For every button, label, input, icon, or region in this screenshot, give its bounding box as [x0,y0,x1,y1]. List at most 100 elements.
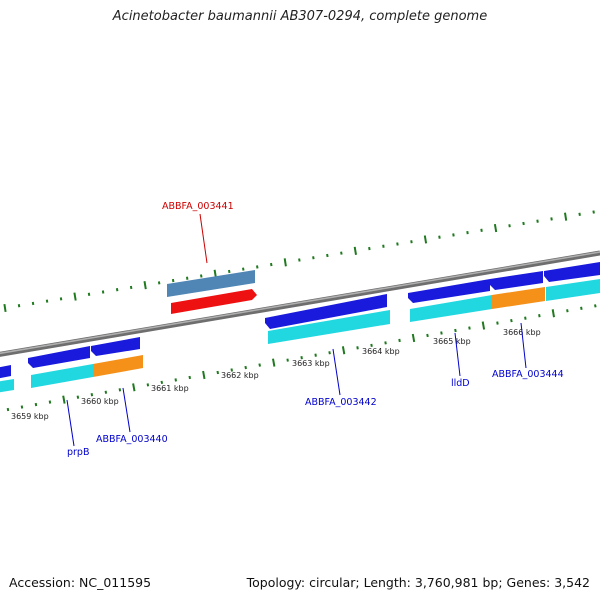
minor-tick [188,375,191,380]
major-tick [423,235,428,244]
minor-tick [454,328,457,333]
minor-tick [410,240,413,244]
minor-tick [48,400,52,404]
cds-arrow-ABBFA_003442 [265,294,387,329]
gene-label-ABBFA_003442[interactable]: ABBFA_003442 [305,397,377,408]
minor-tick [452,233,455,237]
minor-tick [31,301,35,306]
minor-tick [524,316,527,320]
minor-tick [522,221,525,226]
gene-label-prpB[interactable]: prpB [67,447,89,458]
features [0,262,600,393]
tick-label: 3659 kbp [11,412,49,421]
minor-tick [34,402,38,407]
orange-feature-ABBFA_003440 [93,355,143,377]
leader-line-ABBFA_003441 [199,213,208,264]
minor-tick [340,251,343,255]
minor-tick [104,390,108,394]
minor-tick [438,235,441,239]
minor-tick [328,351,331,355]
minor-tick [480,228,483,232]
tick-label: 3661 kbp [151,384,189,393]
gene-bar [546,279,600,301]
gene-label-ABBFA_003444[interactable]: ABBFA_003444 [492,369,564,380]
minor-tick [508,224,511,228]
tick-label: 3664 kbp [362,347,400,356]
major-tick [62,395,66,404]
gene-bar-ABBFA_003441 [167,270,255,297]
minor-tick [496,321,499,325]
cds-arrow [0,365,11,379]
inner-tick-ring [6,304,597,412]
major-tick [202,370,206,380]
leader-line-ABBFA_003444 [520,322,527,369]
gene-label-ABBFA_003441[interactable]: ABBFA_003441 [162,201,234,212]
gene-label-ABBFA_003440[interactable]: ABBFA_003440 [96,434,168,445]
minor-tick [578,212,581,216]
minor-tick [228,269,231,274]
tick-label: 3660 kbp [81,397,119,406]
minor-tick [6,407,10,412]
minor-tick [398,338,401,343]
minor-tick [174,378,177,382]
minor-tick [244,365,247,370]
minor-tick [510,318,513,323]
minor-tick [242,267,245,271]
minor-tick [76,395,80,399]
cds-arrow-lldD [408,279,490,303]
gene-bar-prpB [31,364,93,388]
major-tick [132,383,136,392]
minor-tick [314,353,317,357]
leader-line-ABBFA_003440 [122,387,131,433]
minor-tick [396,242,399,246]
genome-summary-text: Topology: circular; Length: 3,760,981 bp… [246,575,590,590]
minor-tick [298,258,301,262]
minor-tick [326,253,329,258]
major-tick [73,292,77,301]
minor-tick [146,383,150,387]
map-title: Acinetobacter baumannii AB307-0294, comp… [112,9,488,24]
leader-line-ABBFA_003442 [332,348,341,396]
gene-bar-ABBFA_003442 [268,310,390,344]
minor-tick [115,288,119,292]
major-tick [353,246,357,255]
minor-tick [157,281,161,285]
leader-line-prpB [66,399,75,447]
minor-tick [90,393,94,397]
outer-tick-ring [3,210,595,313]
cds-arrow [544,262,600,282]
orange-feature-ABBFA_003444 [492,287,545,309]
major-tick [551,309,555,318]
major-tick [3,303,7,313]
cds-arrow-ABBFA_003441 [171,289,257,314]
minor-tick [270,262,273,267]
minor-tick [20,405,24,409]
minor-tick [230,368,233,372]
minor-tick [592,210,595,214]
major-tick [143,281,147,290]
accession-text: Accession: NC_011595 [9,575,152,590]
tick-label: 3662 kbp [221,371,259,380]
minor-tick [118,388,122,392]
minor-tick [312,256,315,260]
minor-tick [258,363,261,367]
minor-tick [384,341,387,345]
minor-tick [129,285,133,290]
gene-label-lldD[interactable]: lldD [451,378,470,389]
minor-tick [368,246,371,251]
minor-tick [59,297,63,301]
minor-tick [200,274,203,278]
tick-label: 3665 kbp [433,337,471,346]
minor-tick [45,299,49,303]
cds-arrow-prpB [28,346,90,368]
tick-label: 3663 kbp [292,359,330,368]
minor-tick [566,309,569,313]
gene-bar-lldD [410,295,492,322]
minor-tick [426,333,429,338]
major-tick [493,223,498,233]
minor-tick [286,358,289,362]
cds-arrow-ABBFA_003444 [490,271,543,290]
minor-tick [538,314,541,318]
major-tick [272,358,276,367]
